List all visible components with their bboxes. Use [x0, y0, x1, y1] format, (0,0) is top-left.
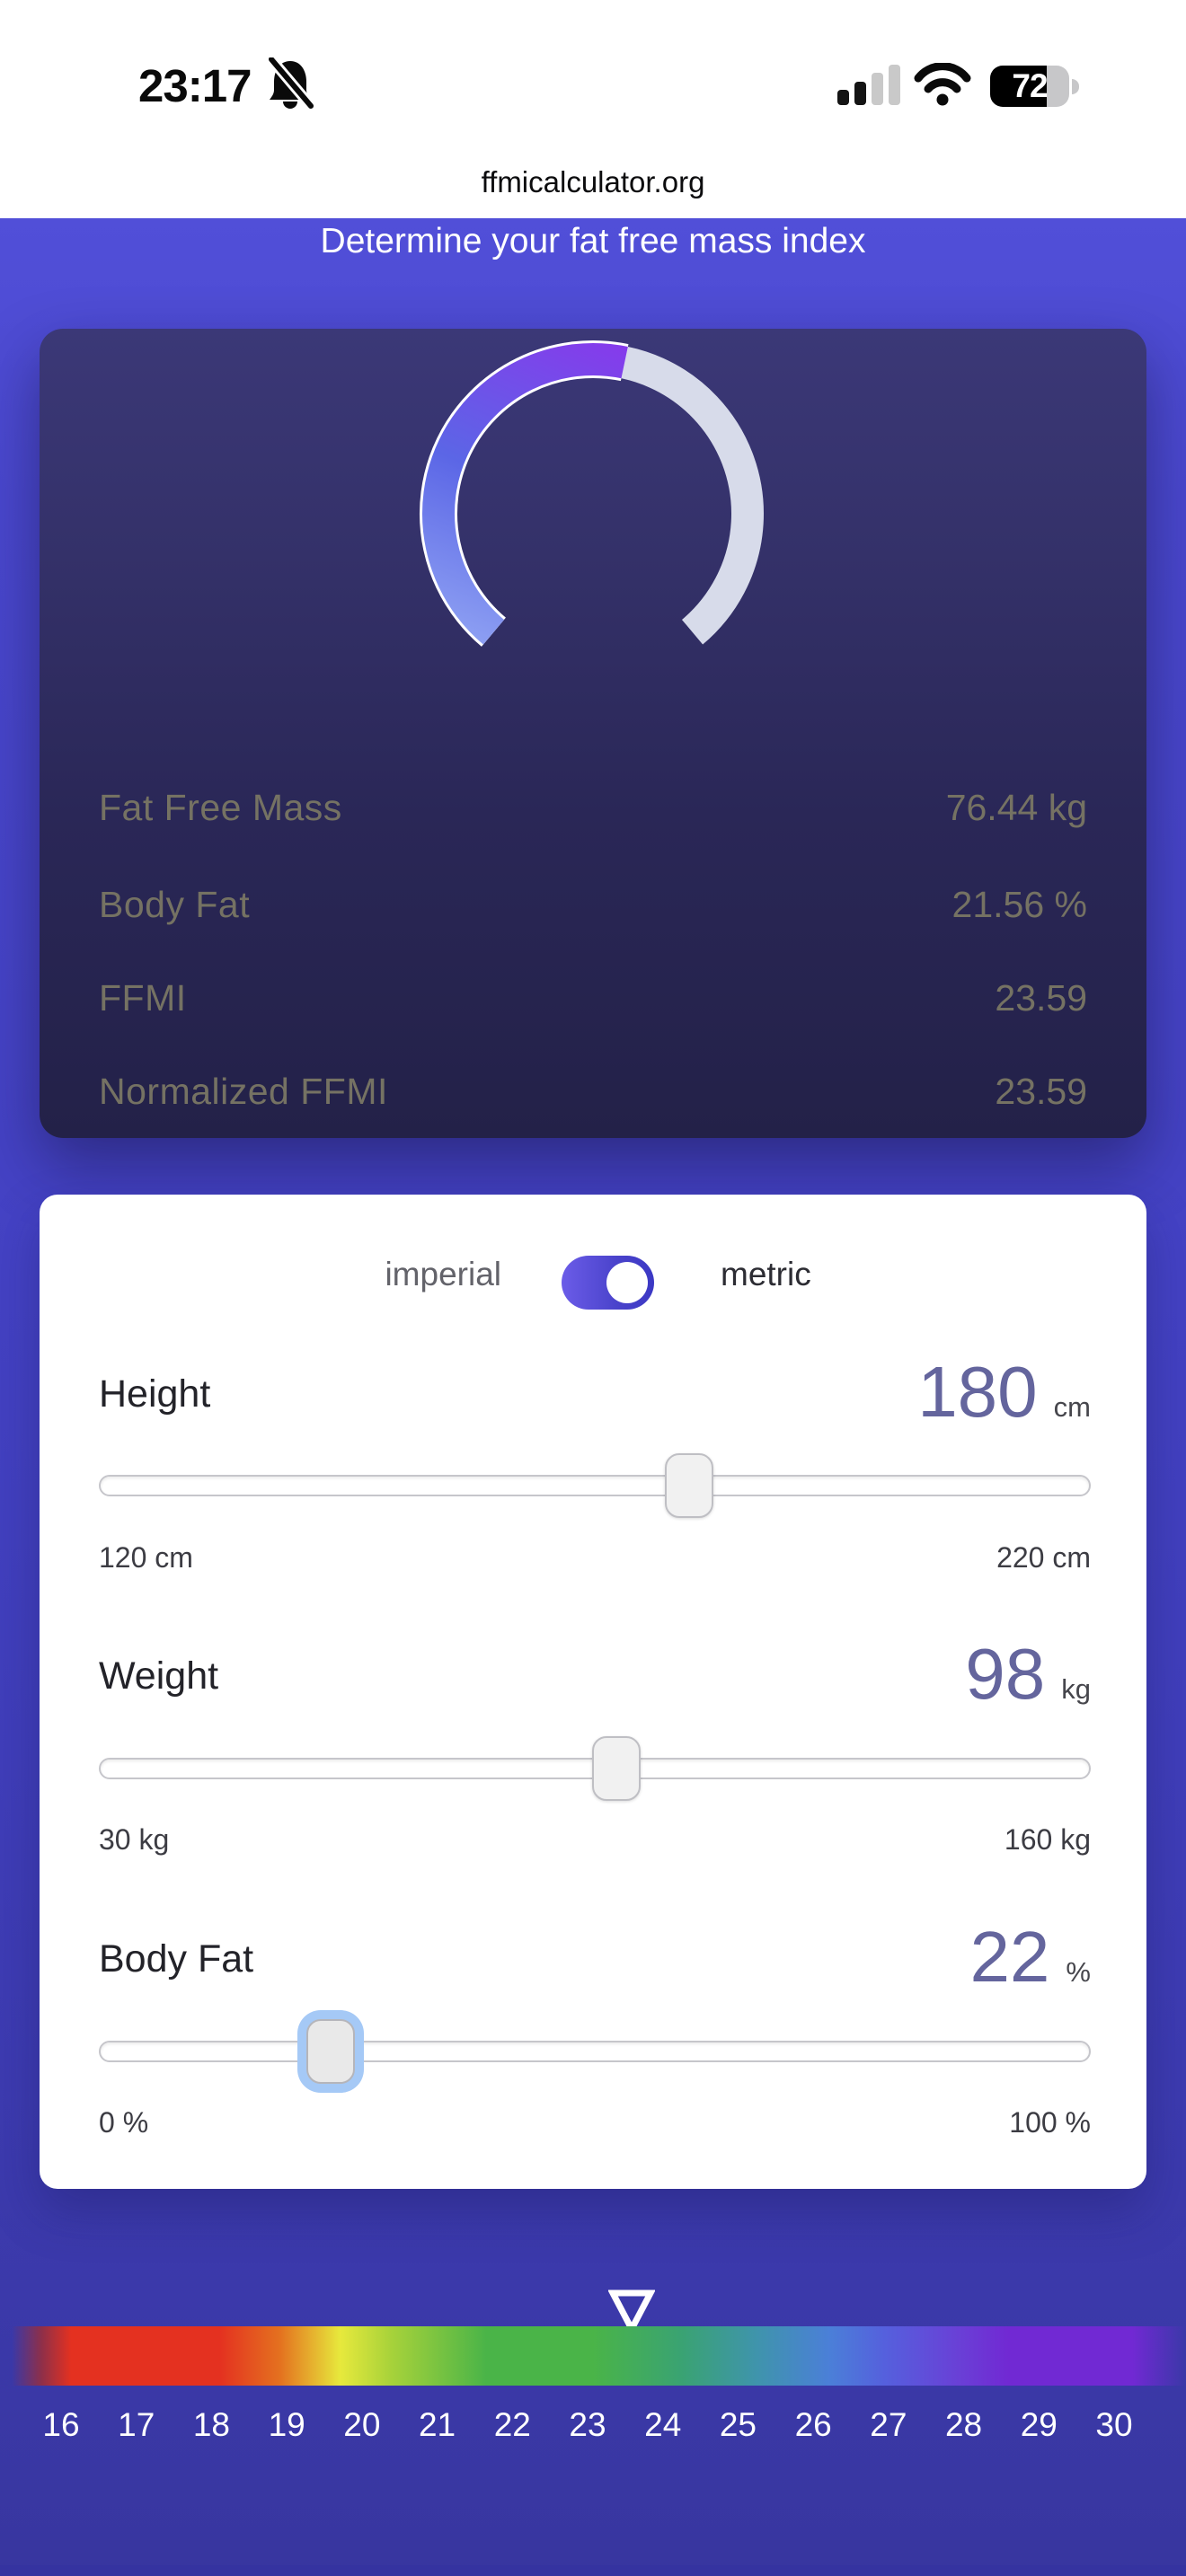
- weight-range-labels: 30 kg 160 kg: [99, 1823, 1091, 1857]
- height-value: 180 cm: [917, 1356, 1091, 1428]
- result-value: 23.59: [995, 976, 1087, 1019]
- gauge-fill: [422, 343, 628, 645]
- height-min-label: 120 cm: [99, 1541, 193, 1574]
- bodyfat-slider-thumb[interactable]: [306, 2019, 355, 2084]
- height-unit: cm: [1053, 1391, 1091, 1423]
- bodyfat-slider-track[interactable]: [99, 2041, 1091, 2062]
- battery-percent: 72: [1012, 67, 1048, 104]
- ffmi-color-scale: [0, 2326, 1186, 2386]
- result-value: 76.44 kg: [945, 786, 1087, 828]
- bodyfat-value: 22 %: [969, 1921, 1091, 1993]
- scale-tick: 29: [1020, 2406, 1058, 2443]
- scale-tick: 27: [870, 2406, 907, 2443]
- result-value: 21.56 %: [951, 883, 1087, 925]
- bodyfat-value-number: 22: [969, 1917, 1050, 1997]
- result-row: Fat Free Mass 76.44 kg: [99, 785, 1087, 830]
- notifications-muted-icon: [267, 57, 314, 110]
- bodyfat-unit: %: [1066, 1956, 1091, 1988]
- scale-tick: 16: [42, 2406, 80, 2443]
- scale-tick: 25: [719, 2406, 757, 2443]
- scale-tick: 28: [944, 2406, 983, 2443]
- unit-toggle-switch[interactable]: [562, 1256, 654, 1310]
- unit-label-imperial[interactable]: imperial: [385, 1256, 501, 1292]
- ffmi-scale-pointer-icon: [608, 2289, 656, 2333]
- result-label: FFMI: [99, 976, 187, 1019]
- scale-tick: 23: [569, 2406, 606, 2443]
- bodyfat-min-label: 0 %: [99, 2106, 149, 2139]
- height-range-labels: 120 cm 220 cm: [99, 1541, 1091, 1575]
- height-value-number: 180: [917, 1352, 1038, 1432]
- height-label: Height: [99, 1372, 211, 1416]
- height-slider-thumb[interactable]: [665, 1453, 713, 1518]
- scale-tick: 22: [493, 2406, 531, 2443]
- weight-value: 98 kg: [965, 1638, 1091, 1710]
- unit-label-metric[interactable]: metric: [721, 1256, 811, 1292]
- ffmi-scale-ticks: 16 17 18 19 20 21 22 23 24 25 26 27 28 2…: [0, 2406, 1186, 2449]
- browser-toolbar-edge: [0, 2565, 1186, 2576]
- scale-tick: 30: [1095, 2406, 1133, 2443]
- weight-value-number: 98: [965, 1634, 1046, 1714]
- weight-slider-thumb[interactable]: [592, 1736, 642, 1801]
- results-card: Fat Free Mass 76.44 kg Body Fat 21.56 % …: [40, 329, 1146, 1138]
- scale-tick: 26: [794, 2406, 832, 2443]
- battery-tip: [1072, 79, 1079, 94]
- scale-tick: 21: [418, 2406, 456, 2443]
- height-slider-track[interactable]: [99, 1475, 1091, 1496]
- cellular-signal-icon: [837, 65, 900, 105]
- scale-tick: 17: [118, 2406, 155, 2443]
- clock: 23:17: [138, 60, 252, 111]
- height-max-label: 220 cm: [996, 1541, 1091, 1574]
- input-card: imperial metric Height 180 cm 120 cm 220…: [40, 1195, 1146, 2189]
- weight-min-label: 30 kg: [99, 1823, 170, 1856]
- result-label: Normalized FFMI: [99, 1070, 388, 1112]
- address-bar[interactable]: ffmicalculator.org: [481, 165, 705, 198]
- result-label: Body Fat: [99, 883, 251, 925]
- scale-tick: 19: [268, 2406, 305, 2443]
- ffmi-gauge: [420, 340, 764, 647]
- scale-tick: 24: [644, 2406, 682, 2443]
- result-value: 23.59: [995, 1070, 1087, 1112]
- bodyfat-max-label: 100 %: [1009, 2106, 1091, 2139]
- scale-tick: 18: [192, 2406, 230, 2443]
- result-row: Normalized FFMI 23.59: [99, 1069, 1087, 1114]
- weight-label: Weight: [99, 1654, 219, 1698]
- scale-tick: 20: [343, 2406, 381, 2443]
- result-label: Fat Free Mass: [99, 786, 342, 828]
- result-row: FFMI 23.59: [99, 975, 1087, 1020]
- battery-fill: [990, 66, 1048, 107]
- bodyfat-label: Body Fat: [99, 1937, 254, 1981]
- weight-unit: kg: [1061, 1673, 1091, 1705]
- wifi-icon: [914, 63, 971, 106]
- battery-icon: 72: [990, 66, 1069, 107]
- bodyfat-range-labels: 0 % 100 %: [99, 2106, 1091, 2139]
- weight-max-label: 160 kg: [1004, 1823, 1091, 1856]
- page-title: Determine your fat free mass index: [320, 222, 866, 260]
- page-background: Determine your fat free mass index Fat F…: [0, 218, 1186, 2576]
- result-row: Body Fat 21.56 %: [99, 882, 1087, 927]
- toggle-knob: [606, 1262, 648, 1303]
- status-bar: 23:17 72 ffmicalculator.org: [0, 0, 1186, 218]
